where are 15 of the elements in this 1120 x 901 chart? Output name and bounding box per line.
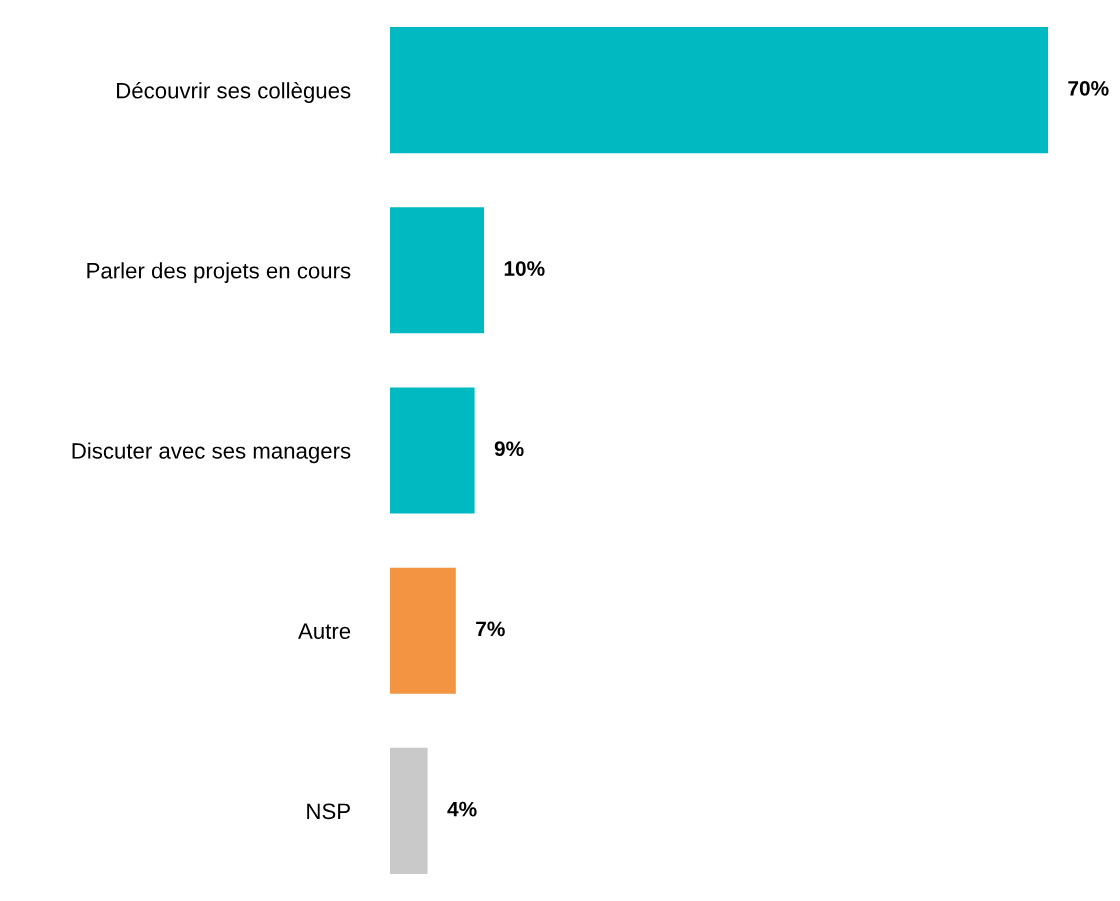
y-tick-label: Parler des projets en cours: [87, 262, 351, 283]
y-tick-label: Discuter avec ses managers: [72, 442, 351, 464]
y-tick-label: NSP: [307, 803, 350, 820]
bar: [390, 207, 484, 334]
data-label: 7%: [476, 621, 505, 637]
bar: [390, 387, 475, 514]
bar: [390, 27, 1048, 154]
data-label: 70%: [1068, 80, 1109, 96]
y-tick-label: Autre: [298, 623, 351, 639]
bar: [390, 747, 428, 874]
data-label: 10%: [504, 261, 545, 276]
data-label: 9%: [494, 441, 524, 457]
bar: [390, 567, 456, 694]
data-label: 4%: [447, 801, 477, 817]
y-tick-label: Découvrir ses collègues: [117, 81, 351, 103]
